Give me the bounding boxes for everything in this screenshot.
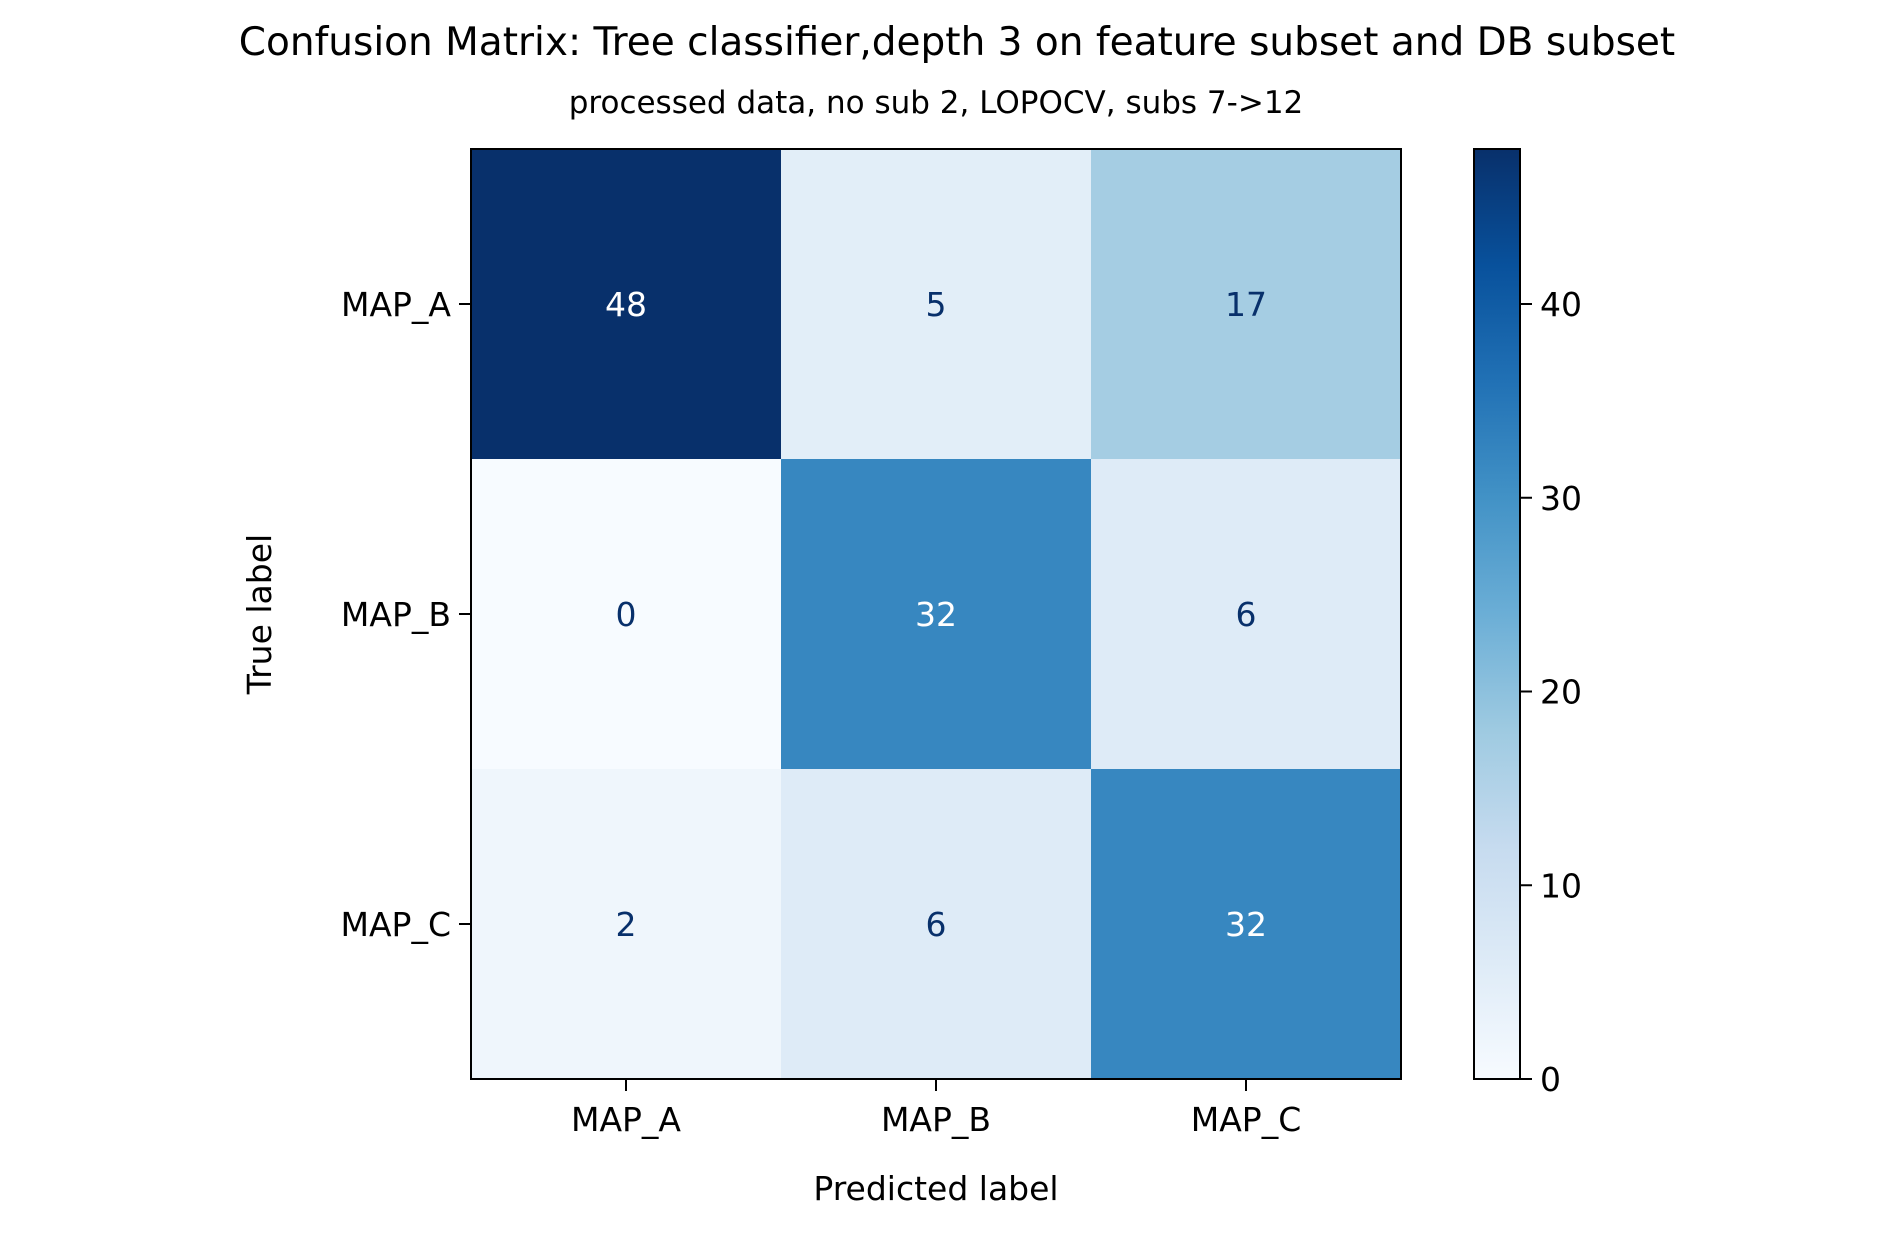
cell-value-label: 5 <box>926 285 947 324</box>
y-axis-label: True label <box>240 534 279 695</box>
cell-MAP_A-MAP_A <box>471 149 782 460</box>
cell-value-label: 2 <box>616 905 637 944</box>
cell-value-label: 6 <box>926 905 947 944</box>
cell-MAP_C-MAP_C <box>1091 769 1402 1080</box>
colorbar-tick-label: 10 <box>1540 866 1582 905</box>
cell-MAP_B-MAP_C <box>1091 459 1402 770</box>
cell-value-label: 0 <box>616 595 637 634</box>
chart-subtitle: processed data, no sub 2, LOPOCV, subs 7… <box>569 85 1304 121</box>
chart-title: Confusion Matrix: Tree classifier,depth … <box>239 20 1675 65</box>
colorbar <box>1473 148 1521 1080</box>
x-tick-label: MAP_B <box>881 1100 991 1139</box>
x-tick-label: MAP_A <box>571 1100 681 1139</box>
cell-MAP_C-MAP_B <box>781 769 1092 1080</box>
cell-MAP_A-MAP_B <box>781 149 1092 460</box>
cell-MAP_B-MAP_B <box>781 459 1092 770</box>
heatmap-cells <box>471 149 1402 1080</box>
colorbar-tick-label: 40 <box>1540 285 1582 324</box>
y-axis-ticks: MAP_A MAP_B MAP_C <box>341 285 471 944</box>
y-tick-label: MAP_B <box>341 595 451 634</box>
y-tick-label: MAP_C <box>341 905 452 944</box>
cell-value-labels: 48 5 17 0 32 6 2 6 32 <box>605 285 1267 944</box>
colorbar-ticks: 0 10 20 30 40 <box>1520 285 1582 1099</box>
colorbar-tick-label: 20 <box>1540 673 1582 712</box>
cell-value-label: 48 <box>605 285 647 324</box>
colorbar-tick-label: 30 <box>1540 479 1582 518</box>
cell-value-label: 17 <box>1225 285 1267 324</box>
colorbar-tick-label: 0 <box>1540 1060 1561 1099</box>
cell-value-label: 32 <box>915 595 957 634</box>
x-axis-label: Predicted label <box>813 1169 1058 1208</box>
cell-MAP_A-MAP_C <box>1091 149 1402 460</box>
x-axis-ticks: MAP_A MAP_B MAP_C <box>571 1079 1301 1139</box>
cell-MAP_B-MAP_A <box>471 459 782 770</box>
cell-value-label: 6 <box>1236 595 1257 634</box>
y-tick-label: MAP_A <box>341 285 451 324</box>
cell-value-label: 32 <box>1225 905 1267 944</box>
x-tick-label: MAP_C <box>1191 1100 1302 1139</box>
cell-MAP_C-MAP_A <box>471 769 782 1080</box>
